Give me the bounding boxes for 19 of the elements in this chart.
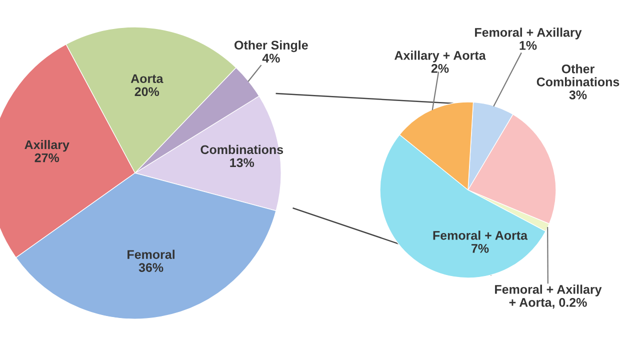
data-label: 13%	[230, 158, 254, 168]
data-label: 3%	[569, 90, 587, 100]
data-label: 27%	[34, 153, 60, 162]
data-label: 1%	[520, 41, 537, 50]
slice-label: Combinations	[200, 144, 284, 154]
slice-label: Femoral + Axillary	[475, 28, 582, 40]
slice-label: Femoral + Aorta	[433, 230, 528, 240]
slice-label: Axillary + Aorta	[394, 50, 486, 62]
slice-label: Other Combinations	[536, 64, 620, 86]
data-label: 2%	[431, 64, 449, 73]
data-label: 20%	[134, 87, 160, 96]
data-label: 36%	[138, 263, 164, 272]
slice-label: Other Single	[234, 40, 308, 52]
data-label: 7%	[472, 244, 489, 253]
slice-label: Axillary	[24, 140, 70, 152]
slice-label: Femoral + Axillary + Aorta, 0.2%	[495, 284, 602, 309]
slice-label: Femoral	[128, 250, 174, 259]
data-label: 4%	[262, 54, 280, 63]
slice-label: Aorta	[130, 74, 164, 84]
